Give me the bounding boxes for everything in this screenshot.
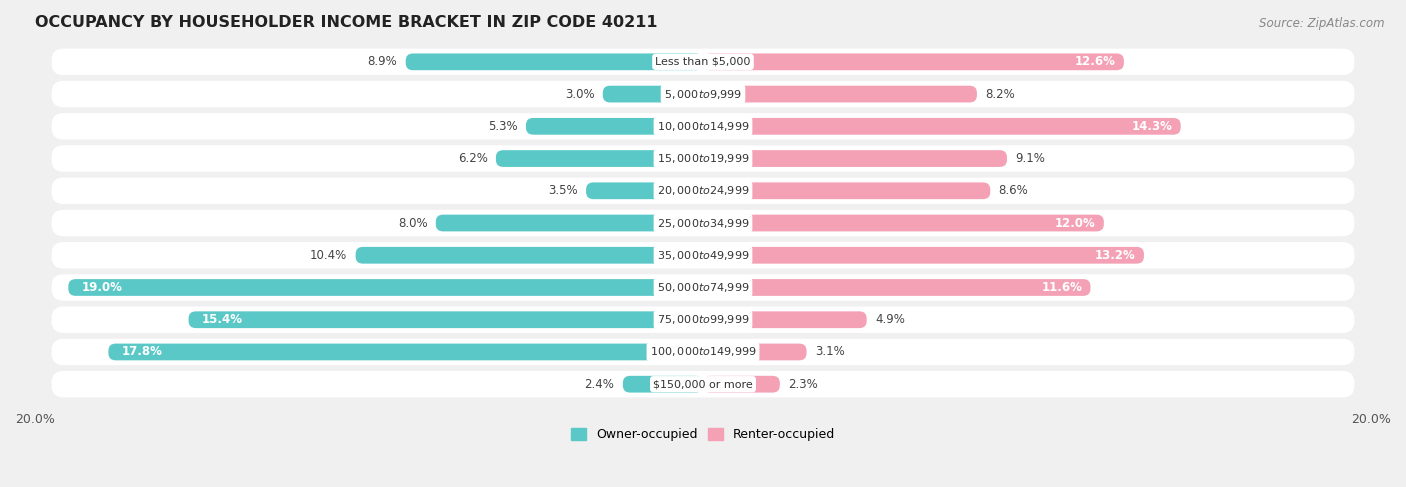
Text: 8.6%: 8.6% (998, 184, 1028, 197)
FancyBboxPatch shape (52, 306, 1354, 333)
Text: $15,000 to $19,999: $15,000 to $19,999 (657, 152, 749, 165)
FancyBboxPatch shape (188, 311, 703, 328)
FancyBboxPatch shape (52, 242, 1354, 268)
Text: 4.9%: 4.9% (875, 313, 905, 326)
Text: 5.3%: 5.3% (488, 120, 517, 133)
Text: 19.0%: 19.0% (82, 281, 122, 294)
Text: $5,000 to $9,999: $5,000 to $9,999 (664, 88, 742, 101)
Text: 8.2%: 8.2% (986, 88, 1015, 101)
FancyBboxPatch shape (586, 183, 703, 199)
FancyBboxPatch shape (108, 344, 703, 360)
FancyBboxPatch shape (703, 150, 1007, 167)
Text: $35,000 to $49,999: $35,000 to $49,999 (657, 249, 749, 262)
Text: 12.0%: 12.0% (1054, 217, 1095, 229)
Text: 9.1%: 9.1% (1015, 152, 1045, 165)
Text: 11.6%: 11.6% (1042, 281, 1083, 294)
FancyBboxPatch shape (52, 49, 1354, 75)
FancyBboxPatch shape (52, 274, 1354, 300)
Text: Less than $5,000: Less than $5,000 (655, 57, 751, 67)
FancyBboxPatch shape (703, 54, 1123, 70)
Text: $25,000 to $34,999: $25,000 to $34,999 (657, 217, 749, 229)
FancyBboxPatch shape (703, 311, 866, 328)
Text: 14.3%: 14.3% (1132, 120, 1173, 133)
Text: 3.5%: 3.5% (548, 184, 578, 197)
Text: 2.4%: 2.4% (585, 378, 614, 391)
Text: 8.0%: 8.0% (398, 217, 427, 229)
FancyBboxPatch shape (703, 86, 977, 102)
Legend: Owner-occupied, Renter-occupied: Owner-occupied, Renter-occupied (567, 423, 839, 446)
FancyBboxPatch shape (703, 344, 807, 360)
Text: 13.2%: 13.2% (1095, 249, 1136, 262)
FancyBboxPatch shape (703, 279, 1091, 296)
FancyBboxPatch shape (52, 81, 1354, 107)
Text: Source: ZipAtlas.com: Source: ZipAtlas.com (1260, 17, 1385, 30)
Text: 3.0%: 3.0% (565, 88, 595, 101)
FancyBboxPatch shape (703, 183, 990, 199)
Text: $100,000 to $149,999: $100,000 to $149,999 (650, 345, 756, 358)
Text: 3.1%: 3.1% (815, 345, 845, 358)
Text: OCCUPANCY BY HOUSEHOLDER INCOME BRACKET IN ZIP CODE 40211: OCCUPANCY BY HOUSEHOLDER INCOME BRACKET … (35, 15, 658, 30)
Text: 2.3%: 2.3% (789, 378, 818, 391)
FancyBboxPatch shape (52, 371, 1354, 397)
FancyBboxPatch shape (623, 376, 703, 393)
Text: 8.9%: 8.9% (367, 56, 398, 68)
Text: $50,000 to $74,999: $50,000 to $74,999 (657, 281, 749, 294)
FancyBboxPatch shape (69, 279, 703, 296)
Text: 10.4%: 10.4% (309, 249, 347, 262)
Text: 15.4%: 15.4% (202, 313, 243, 326)
FancyBboxPatch shape (52, 210, 1354, 236)
FancyBboxPatch shape (703, 376, 780, 393)
FancyBboxPatch shape (406, 54, 703, 70)
Text: 17.8%: 17.8% (122, 345, 163, 358)
FancyBboxPatch shape (52, 339, 1354, 365)
FancyBboxPatch shape (436, 215, 703, 231)
FancyBboxPatch shape (703, 118, 1181, 135)
FancyBboxPatch shape (526, 118, 703, 135)
FancyBboxPatch shape (603, 86, 703, 102)
FancyBboxPatch shape (52, 113, 1354, 140)
Text: 6.2%: 6.2% (458, 152, 488, 165)
FancyBboxPatch shape (496, 150, 703, 167)
Text: 12.6%: 12.6% (1074, 56, 1115, 68)
Text: $75,000 to $99,999: $75,000 to $99,999 (657, 313, 749, 326)
Text: $10,000 to $14,999: $10,000 to $14,999 (657, 120, 749, 133)
FancyBboxPatch shape (703, 215, 1104, 231)
Text: $20,000 to $24,999: $20,000 to $24,999 (657, 184, 749, 197)
FancyBboxPatch shape (356, 247, 703, 263)
FancyBboxPatch shape (52, 145, 1354, 172)
Text: $150,000 or more: $150,000 or more (654, 379, 752, 389)
FancyBboxPatch shape (703, 247, 1144, 263)
FancyBboxPatch shape (52, 178, 1354, 204)
